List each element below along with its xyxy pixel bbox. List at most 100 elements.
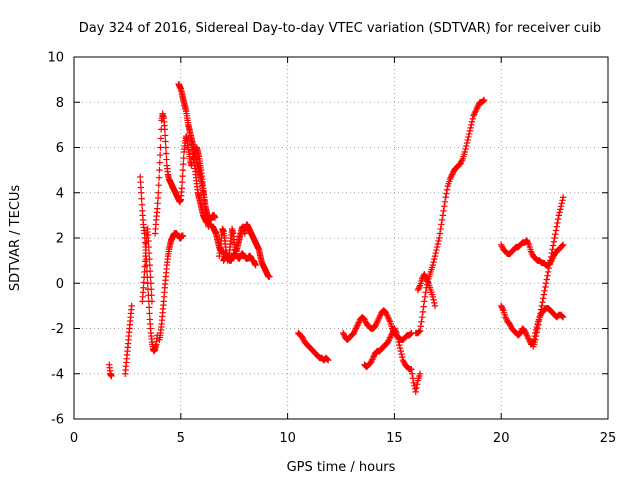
data-point [442,194,449,201]
data-point [416,328,423,335]
data-point [421,293,429,301]
data-point [373,320,380,327]
data-point [376,313,383,321]
data-point [545,264,553,272]
data-point [108,372,115,380]
data-point [340,331,348,338]
data-point [540,291,548,298]
data-point [498,243,506,250]
data-point [525,335,532,342]
data-point [550,238,558,245]
data-series-t14 [339,307,415,344]
x-axis-label: GPS time / hours [287,460,396,475]
data-point [385,337,392,344]
data-point [352,326,359,334]
data-point [361,316,368,323]
data-point [146,261,154,269]
data-point [300,335,307,343]
data-point [522,330,530,337]
data-point [163,156,170,163]
data-point [435,237,442,245]
axis-ticks: 0 5 10 15 20 25 -6 -4 -2 0 2 4 6 8 10 [47,51,616,447]
data-point [535,321,542,328]
data-point [399,356,407,364]
data-point [400,358,407,365]
data-point [142,252,149,260]
data-point [391,325,398,332]
data-point [144,225,151,233]
data-point [145,249,153,257]
data-point [354,320,362,328]
data-point [458,158,465,166]
data-point [466,127,474,135]
data-point [542,280,550,287]
data-point [554,219,561,227]
data-point [162,138,169,145]
data-point [465,133,472,141]
data-point [324,356,331,363]
data-point [499,305,506,313]
data-point [462,145,469,153]
data-point [436,230,444,237]
data-point [156,166,163,174]
data-point [142,246,150,254]
data-series-t15 [361,325,424,396]
data-point [409,370,416,377]
data-point [502,313,509,321]
data-point [368,357,375,365]
data-point [157,135,165,142]
data-point [448,171,456,178]
data-point [162,144,170,151]
data-point [525,240,532,247]
data-point [524,333,531,340]
data-point [155,174,163,181]
data-point [441,198,449,205]
data-point [528,249,536,257]
data-point [394,332,401,340]
y-axis-label: SDTVAR / TECUs [8,185,23,292]
data-point [473,105,481,112]
data-series-t11 [220,250,259,269]
data-point [458,157,466,164]
data-point [395,338,402,346]
data-point [145,304,153,311]
data-point [539,298,546,306]
data-point [433,243,441,251]
data-point [179,232,187,239]
data-point [517,329,524,337]
data-point [480,97,487,104]
data-point [138,195,145,202]
data-point [436,234,443,242]
data-point [410,379,417,386]
data-point [548,256,555,264]
data-point [146,310,153,317]
data-point [552,231,559,238]
data-point [429,261,437,269]
data-point [506,320,513,328]
x-tick-label: 10 [279,431,296,446]
data-point [468,118,476,126]
data-point [544,272,551,279]
data-point [527,248,535,255]
data-point [408,366,415,373]
data-point [465,130,473,138]
data-point [559,194,567,201]
y-tick-label: -6 [51,413,64,428]
data-point [369,354,377,362]
data-point [557,203,565,210]
data-point [397,347,405,355]
data-point [552,227,560,234]
data-point [156,159,163,166]
data-point [412,388,419,396]
data-point [350,329,358,337]
data-point [128,302,135,310]
data-point [339,329,347,337]
data-point [179,166,187,174]
data-point [471,109,479,117]
data-point [556,209,563,216]
data-point [434,240,442,248]
data-point [385,315,392,322]
data-series-t4 [139,225,156,305]
data-series-t16 [412,96,488,337]
gridlines [74,57,608,419]
